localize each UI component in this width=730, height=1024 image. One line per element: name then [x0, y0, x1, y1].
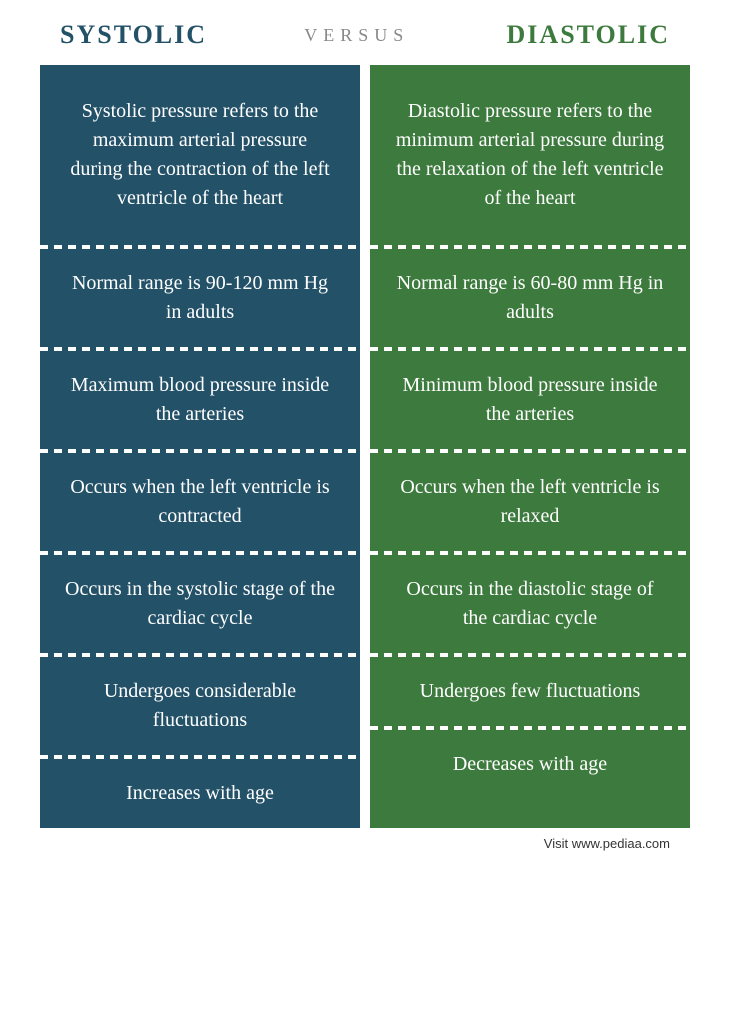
comparison-cell: Undergoes few fluctuations [370, 657, 690, 726]
comparison-columns: Systolic pressure refers to the maximum … [40, 65, 690, 828]
comparison-cell: Occurs in the diastolic stage of the car… [370, 555, 690, 653]
comparison-cell: Decreases with age [370, 730, 690, 799]
comparison-cell: Maximum blood pressure inside the arteri… [40, 351, 360, 449]
comparison-cell: Minimum blood pressure inside the arteri… [370, 351, 690, 449]
comparison-cell: Undergoes considerable fluctuations [40, 657, 360, 755]
comparison-cell: Increases with age [40, 759, 360, 828]
header-versus: VERSUS [304, 25, 409, 46]
comparison-cell: Systolic pressure refers to the maximum … [40, 65, 360, 245]
comparison-cell: Normal range is 90-120 mm Hg in adults [40, 249, 360, 347]
header-diastolic: DIASTOLIC [507, 20, 670, 50]
header-systolic: SYSTOLIC [60, 20, 207, 50]
comparison-cell: Diastolic pressure refers to the minimum… [370, 65, 690, 245]
diastolic-column: Diastolic pressure refers to the minimum… [370, 65, 690, 828]
comparison-cell: Occurs when the left ventricle is contra… [40, 453, 360, 551]
systolic-column: Systolic pressure refers to the maximum … [40, 65, 360, 828]
comparison-cell: Occurs in the systolic stage of the card… [40, 555, 360, 653]
comparison-cell: Normal range is 60-80 mm Hg in adults [370, 249, 690, 347]
header: SYSTOLIC VERSUS DIASTOLIC [40, 20, 690, 65]
footer-credit: Visit www.pediaa.com [40, 828, 690, 851]
comparison-cell: Occurs when the left ventricle is relaxe… [370, 453, 690, 551]
